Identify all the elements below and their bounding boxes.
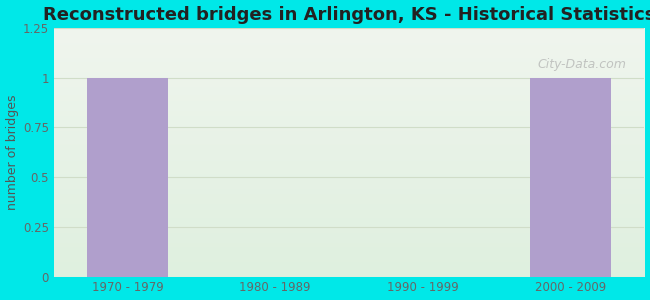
Bar [87, 78, 168, 277]
Title: Reconstructed bridges in Arlington, KS - Historical Statistics: Reconstructed bridges in Arlington, KS -… [43, 6, 650, 24]
Text: City-Data.com: City-Data.com [538, 58, 627, 71]
Bar [530, 78, 611, 277]
Bar [87, 78, 168, 277]
Bar [530, 78, 611, 277]
Y-axis label: number of bridges: number of bridges [6, 94, 19, 210]
